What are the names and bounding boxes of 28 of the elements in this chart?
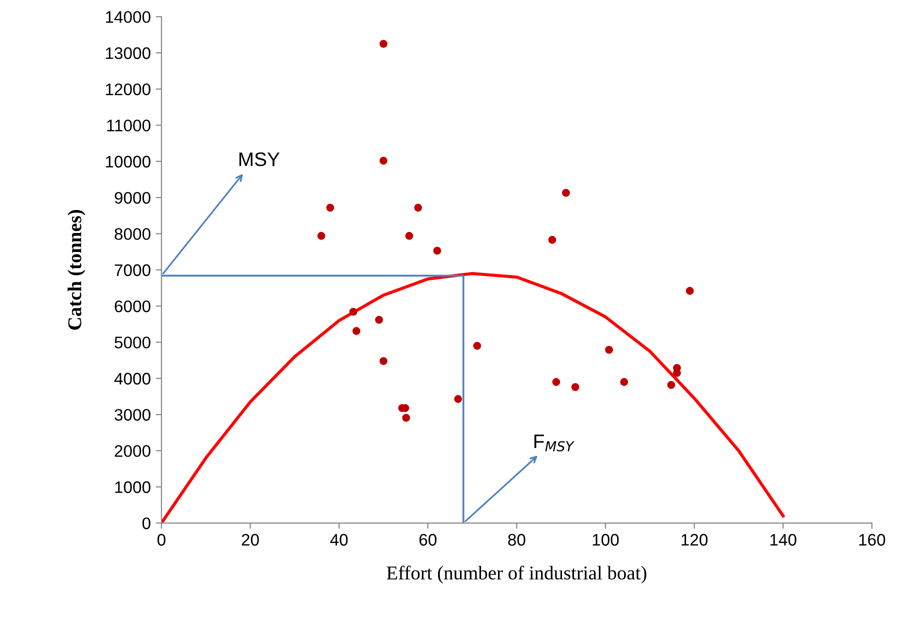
x-tick-label: 140 [770, 534, 796, 546]
y-tick-label: 10000 [106, 156, 150, 168]
y-tick-label: 5000 [114, 336, 150, 348]
y-tick-label: 1000 [115, 481, 150, 494]
x-axis-title: Effort (number of industrial boat) [386, 566, 646, 584]
y-tick-label: 2000 [114, 445, 150, 457]
x-tick-label: 160 [859, 534, 886, 546]
y-tick-label: 9000 [114, 192, 150, 204]
y-tick-label: 13000 [106, 47, 150, 60]
x-tick-label: 60 [419, 534, 436, 546]
y-tick-label: 6000 [114, 300, 150, 312]
x-tick-label: 20 [242, 534, 259, 546]
y-tick-label: 14000 [106, 11, 150, 23]
x-tick-label: 100 [592, 534, 619, 546]
y-tick-label: 12000 [106, 83, 150, 96]
y-tick-label: 7000 [114, 264, 150, 276]
annotation: MSY [239, 152, 280, 166]
y-tick-label: 11000 [107, 120, 150, 132]
y-tick-label: 4000 [114, 372, 150, 385]
y-axis-title: Catch (tonnes) [68, 210, 86, 330]
y-tick-label: 0 [142, 517, 150, 530]
x-tick-label: 120 [682, 534, 708, 546]
x-tick-label: 0 [157, 534, 166, 546]
annotation: F$_{MSY}$ [534, 434, 574, 452]
y-tick-label: 3000 [114, 408, 150, 421]
x-tick-label: 40 [330, 534, 348, 546]
x-tick-label: 80 [508, 534, 526, 546]
y-tick-label: 8000 [114, 228, 150, 240]
